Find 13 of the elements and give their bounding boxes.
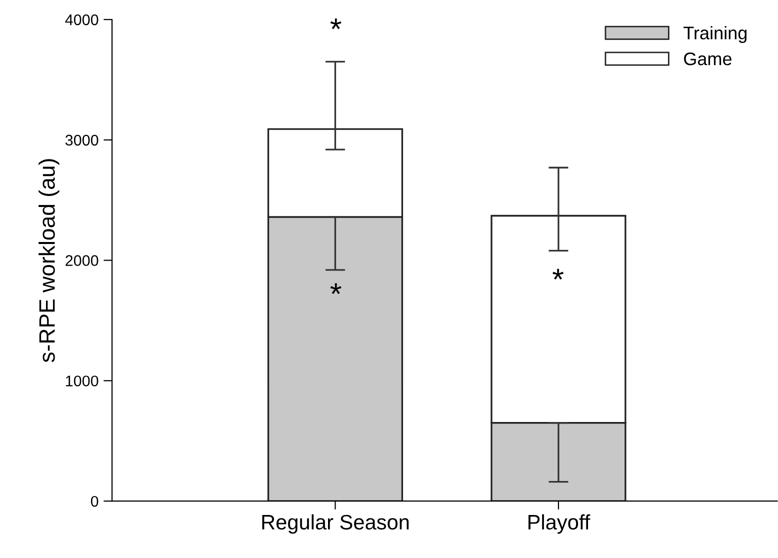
y-tick-label: 0: [90, 496, 98, 507]
legend-label: Training: [684, 26, 747, 43]
legend-label: Game: [684, 52, 732, 66]
y-tick-label: 3000: [65, 134, 98, 146]
annotation: *: [330, 18, 342, 30]
y-tick-label: 1000: [66, 376, 98, 386]
x-tick-label: Playoff: [528, 514, 590, 534]
x-tick-label: Regular Season: [262, 514, 409, 534]
y-axis-title: s-RPE workload (au): [38, 159, 60, 362]
y-tick-label: 2000: [66, 255, 98, 266]
y-tick-label: 4000: [65, 14, 98, 26]
annotation: *: [552, 268, 564, 280]
annotation: *: [330, 283, 342, 294]
